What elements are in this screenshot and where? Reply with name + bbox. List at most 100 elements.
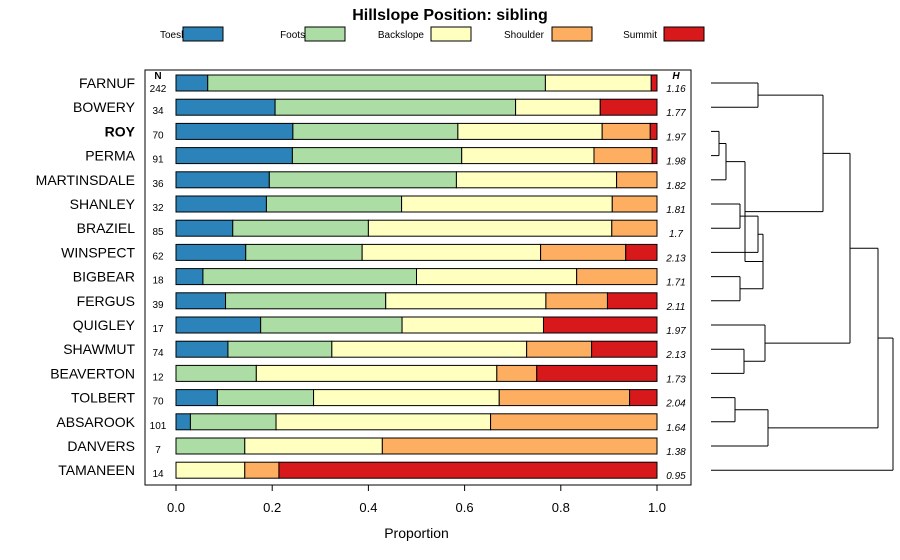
row-h-value: 0.95 — [666, 471, 686, 482]
row-n-value: 14 — [152, 469, 164, 480]
bar-segment-shoulder — [616, 171, 658, 189]
bar-segment-footslope — [292, 122, 459, 140]
bar-row: PERMA 91 1.98 — [85, 147, 686, 168]
bar-segment-shoulder — [593, 147, 653, 165]
row-label: BIGBEAR — [73, 269, 135, 285]
bar-segment-toeslope — [175, 268, 204, 286]
bar-segment-backslope — [544, 74, 652, 92]
bar-segment-backslope — [401, 195, 613, 213]
bar-segment-toeslope — [175, 195, 267, 213]
bar-row: BOWERY 34 1.77 — [73, 98, 686, 119]
bar-segment-toeslope — [175, 219, 234, 237]
row-label: FARNUF — [79, 75, 135, 91]
bar-segment-backslope — [385, 292, 547, 310]
row-h-value: 1.81 — [666, 205, 685, 216]
bar-segment-toeslope — [175, 122, 294, 140]
bar-segment-backslope — [313, 389, 500, 407]
x-tick-label: 0.6 — [456, 500, 474, 515]
row-n-value: 85 — [152, 227, 164, 238]
legend-label-summit: Summit — [623, 30, 657, 41]
row-label: SHANLEY — [70, 196, 136, 212]
bar-row: WINSPECT 62 2.13 — [61, 243, 686, 264]
row-label: SHAWMUT — [63, 341, 135, 357]
legend: Toeslope Footslope Backslope Shoulder Summit — [160, 26, 705, 42]
row-h-value: 2.13 — [665, 350, 686, 361]
bar-segment-toeslope — [175, 98, 276, 116]
bar-segment-footslope — [245, 243, 363, 261]
bar-segment-summit — [536, 364, 658, 382]
bar-segment-footslope — [268, 171, 457, 189]
bar-segment-footslope — [232, 219, 369, 237]
row-n-value: 12 — [152, 372, 164, 383]
row-n-value: 17 — [152, 324, 164, 335]
bar-segment-summit — [629, 389, 658, 407]
bar-row: FARNUF 242 1.16 — [79, 74, 686, 95]
bar-segment-summit — [591, 340, 658, 358]
row-n-value: 34 — [152, 106, 164, 117]
legend-label-backslope: Backslope — [378, 30, 425, 41]
legend-swatch-summit — [663, 26, 705, 42]
row-h-value: 1.64 — [666, 423, 686, 434]
row-label: TOLBERT — [71, 390, 136, 406]
bar-segment-toeslope — [175, 147, 293, 165]
bar-segment-backslope — [515, 98, 601, 116]
legend-swatch-footslope — [304, 26, 346, 42]
bar-row: BIGBEAR 18 1.71 — [73, 268, 686, 289]
x-tick-label: 1.0 — [648, 500, 666, 515]
legend-label-shoulder: Shoulder — [504, 30, 545, 41]
bar-row: TAMANEEN 14 0.95 — [58, 461, 686, 482]
row-n-value: 70 — [152, 130, 164, 141]
bar-segment-toeslope — [175, 340, 229, 358]
row-n-value: 101 — [150, 421, 167, 432]
bar-row: FERGUS 39 2.11 — [77, 292, 685, 313]
bar-segment-backslope — [275, 413, 492, 431]
bar-segment-toeslope — [175, 292, 227, 310]
row-label: ABSAROOK — [56, 414, 135, 430]
legend-swatch-toeslope — [182, 26, 224, 42]
bar-row: SHAWMUT 74 2.13 — [63, 340, 686, 361]
row-n-value: 62 — [152, 251, 164, 262]
row-h-value: 1.71 — [666, 278, 685, 289]
bar-row: TOLBERT 70 2.04 — [71, 389, 686, 410]
row-label: DANVERS — [67, 438, 135, 454]
bar-row: DANVERS 7 1.38 — [67, 437, 686, 458]
bar-segment-shoulder — [496, 364, 538, 382]
row-n-value: 39 — [152, 300, 164, 311]
legend-label-toeslope: Toeslope — [160, 30, 200, 41]
bar-segment-toeslope — [175, 413, 191, 431]
bar-segment-shoulder — [611, 219, 658, 237]
row-n-value: 7 — [155, 445, 161, 456]
bar-segment-backslope — [244, 437, 383, 455]
row-n-value: 242 — [150, 84, 167, 95]
bar-segment-shoulder — [381, 437, 658, 455]
x-tick-label: 0.8 — [552, 500, 570, 515]
x-axis: 0.0 0.2 0.4 0.6 0.8 1.0 — [167, 485, 666, 515]
bar-segment-summit — [542, 316, 658, 334]
bar-segment-toeslope — [175, 74, 209, 92]
row-n-value: 70 — [152, 397, 164, 408]
bar-segment-footslope — [207, 74, 546, 92]
bar-segment-shoulder — [244, 461, 280, 479]
plot-panel — [144, 69, 692, 486]
dendrogram — [711, 82, 894, 471]
bar-segment-shoulder — [490, 413, 658, 431]
bar-segment-toeslope — [175, 316, 262, 334]
bar-row: ABSAROOK 101 1.64 — [56, 413, 686, 434]
bar-segment-backslope — [461, 147, 595, 165]
h-column-header: H — [672, 71, 680, 82]
bar-segment-summit — [651, 147, 658, 165]
bar-segment-backslope — [457, 122, 603, 140]
bar-segment-footslope — [175, 364, 257, 382]
bar-row: SHANLEY 32 1.81 — [70, 195, 686, 216]
bar-segment-toeslope — [175, 171, 270, 189]
row-h-value: 1.98 — [666, 157, 686, 168]
bar-segment-backslope — [401, 316, 544, 334]
bar-segment-shoulder — [611, 195, 658, 213]
bar-row: BRAZIEL 85 1.7 — [77, 219, 683, 240]
bar-segment-backslope — [367, 219, 613, 237]
bar-segment-toeslope — [175, 243, 247, 261]
row-h-value: 1.82 — [666, 181, 686, 192]
x-axis-label: Proportion — [384, 525, 449, 541]
bar-segment-summit — [278, 461, 658, 479]
bar-segment-footslope — [225, 292, 387, 310]
